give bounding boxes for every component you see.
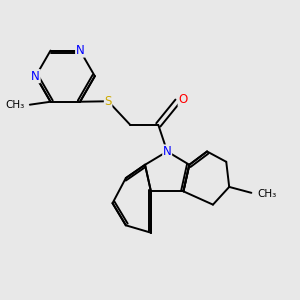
Text: CH₃: CH₃ xyxy=(5,100,25,110)
Text: N: N xyxy=(32,70,40,83)
Text: S: S xyxy=(104,95,112,108)
Text: CH₃: CH₃ xyxy=(258,189,277,199)
Text: O: O xyxy=(178,93,188,106)
Text: N: N xyxy=(76,44,84,57)
Text: N: N xyxy=(163,145,172,158)
